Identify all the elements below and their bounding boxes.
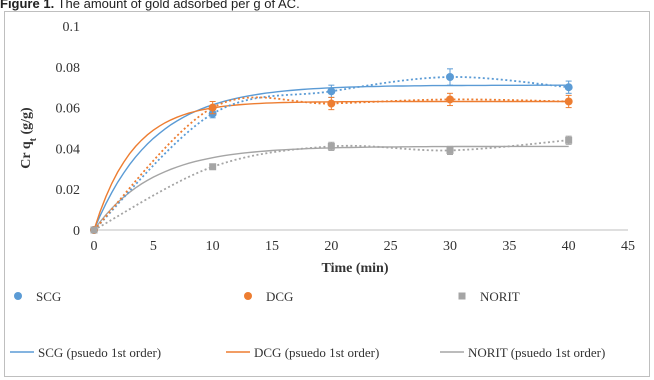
data-point [327,87,336,96]
legend-label: SCG [36,289,61,304]
x-tick-label: 10 [206,239,220,254]
y-tick-label: 0.06 [56,102,81,117]
x-tick-label: 35 [502,239,516,254]
legend-label: NORIT (psuedo 1st order) [468,345,605,360]
data-point [446,95,454,104]
data-point [208,103,217,112]
x-tick-label: 25 [384,239,398,254]
figure-caption: Figure 1. The amount of gold adsorbed pe… [0,0,654,12]
y-tick-label: 0 [73,224,80,239]
data-point [209,163,217,171]
y-tick-label: 0.04 [56,142,81,157]
data-point [565,136,573,144]
legend-marker [14,292,22,300]
fit-curve [93,100,569,231]
trend-curve [93,96,569,231]
trend-curve [93,139,569,231]
legend-label: DCG [266,289,293,304]
axis-labels: 0 5 10 15 20 25 30 35 40 45 0 0.02 0.04 0.06 0.08 0.1 Ti… [19,20,635,276]
data-points [90,68,573,234]
x-tick-label: 20 [324,239,338,254]
legend: SCG DCG NORIT SCG (psuedo 1st order) DCG (ps… [10,289,605,360]
legend-label: DCG (psuedo 1st order) [254,345,379,360]
x-tick-label: 15 [265,239,279,254]
y-axis-title: Cr qt (g/g) [19,107,39,169]
y-tick-label: 0.02 [56,183,81,198]
data-point [564,97,573,106]
legend-label: SCG (psuedo 1st order) [38,345,161,360]
data-point [90,226,98,234]
figure-caption-text: The amount of gold adsorbed per g of AC. [57,0,300,11]
x-tick-label: 0 [91,239,98,254]
x-tick-label: 40 [562,239,576,254]
trend-curves [93,76,569,231]
legend-marker [458,292,466,300]
data-point [327,142,335,150]
legend-label: NORIT [480,289,520,304]
y-tick-label: 0.08 [56,61,81,76]
data-point [446,73,454,81]
trend-curve [93,76,569,231]
x-axis-title: Time (min) [321,261,388,276]
y-tick-label: 0.1 [63,20,81,35]
x-tick-label: 45 [621,239,635,254]
legend-marker [244,292,252,300]
chart-frame [4,11,650,377]
data-point [564,83,573,92]
x-tick-label: 30 [443,239,457,254]
figure-label: Figure 1. [0,0,55,11]
x-tick-label: 5 [150,239,157,254]
data-point [327,99,336,108]
data-point [446,146,454,154]
